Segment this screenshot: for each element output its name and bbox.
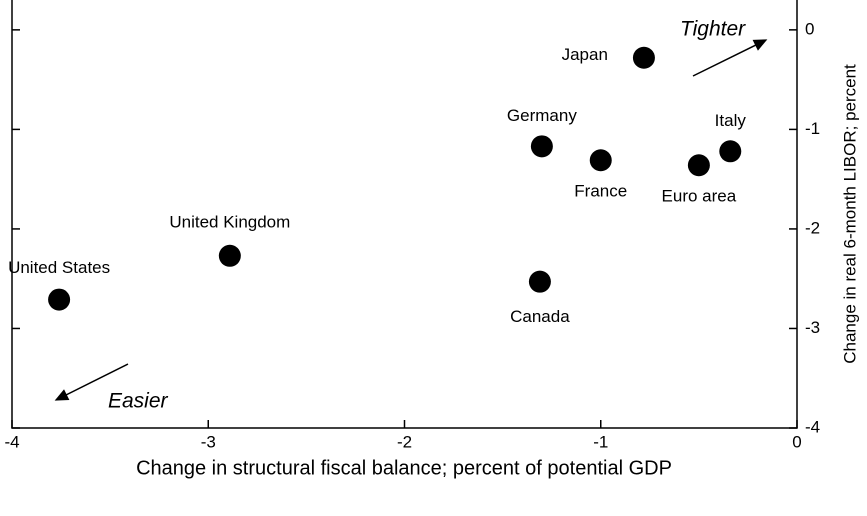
y-tick-label: -2 xyxy=(805,218,820,237)
point-label: United States xyxy=(8,258,110,277)
plot-frame xyxy=(11,0,798,429)
x-tick-label: -2 xyxy=(397,432,412,451)
y-tick-label: 0 xyxy=(805,19,814,38)
point xyxy=(528,270,551,293)
x-tick-label: -4 xyxy=(4,432,19,451)
point-label: France xyxy=(574,182,627,201)
x-axis-label: Change in structural fiscal balance; per… xyxy=(136,457,672,479)
point xyxy=(589,149,612,172)
tighter-arrow xyxy=(692,39,768,77)
easier-arrow xyxy=(54,363,129,401)
point-label: Italy xyxy=(715,111,747,130)
point xyxy=(719,140,742,163)
point xyxy=(530,135,553,158)
annotation: Easier xyxy=(108,390,169,413)
y-tick-label: -4 xyxy=(805,417,820,436)
point xyxy=(218,244,241,267)
x-tick-label: 0 xyxy=(792,432,801,451)
y-tick-label: -3 xyxy=(805,318,820,337)
y-axis-label: Change in real 6-month LIBOR; percent xyxy=(840,64,859,364)
x-tick-label: -1 xyxy=(593,432,608,451)
point-label: Japan xyxy=(562,45,608,64)
point-label: Euro area xyxy=(662,187,737,206)
point-label: Canada xyxy=(510,307,570,326)
y-tick-label: -1 xyxy=(805,119,820,138)
x-tick-label: -3 xyxy=(201,432,216,451)
point xyxy=(632,46,655,69)
point xyxy=(687,154,710,177)
annotation: Tighter xyxy=(680,18,746,41)
point-label: United Kingdom xyxy=(169,212,290,231)
point-label: Germany xyxy=(507,106,577,125)
point xyxy=(48,288,71,311)
